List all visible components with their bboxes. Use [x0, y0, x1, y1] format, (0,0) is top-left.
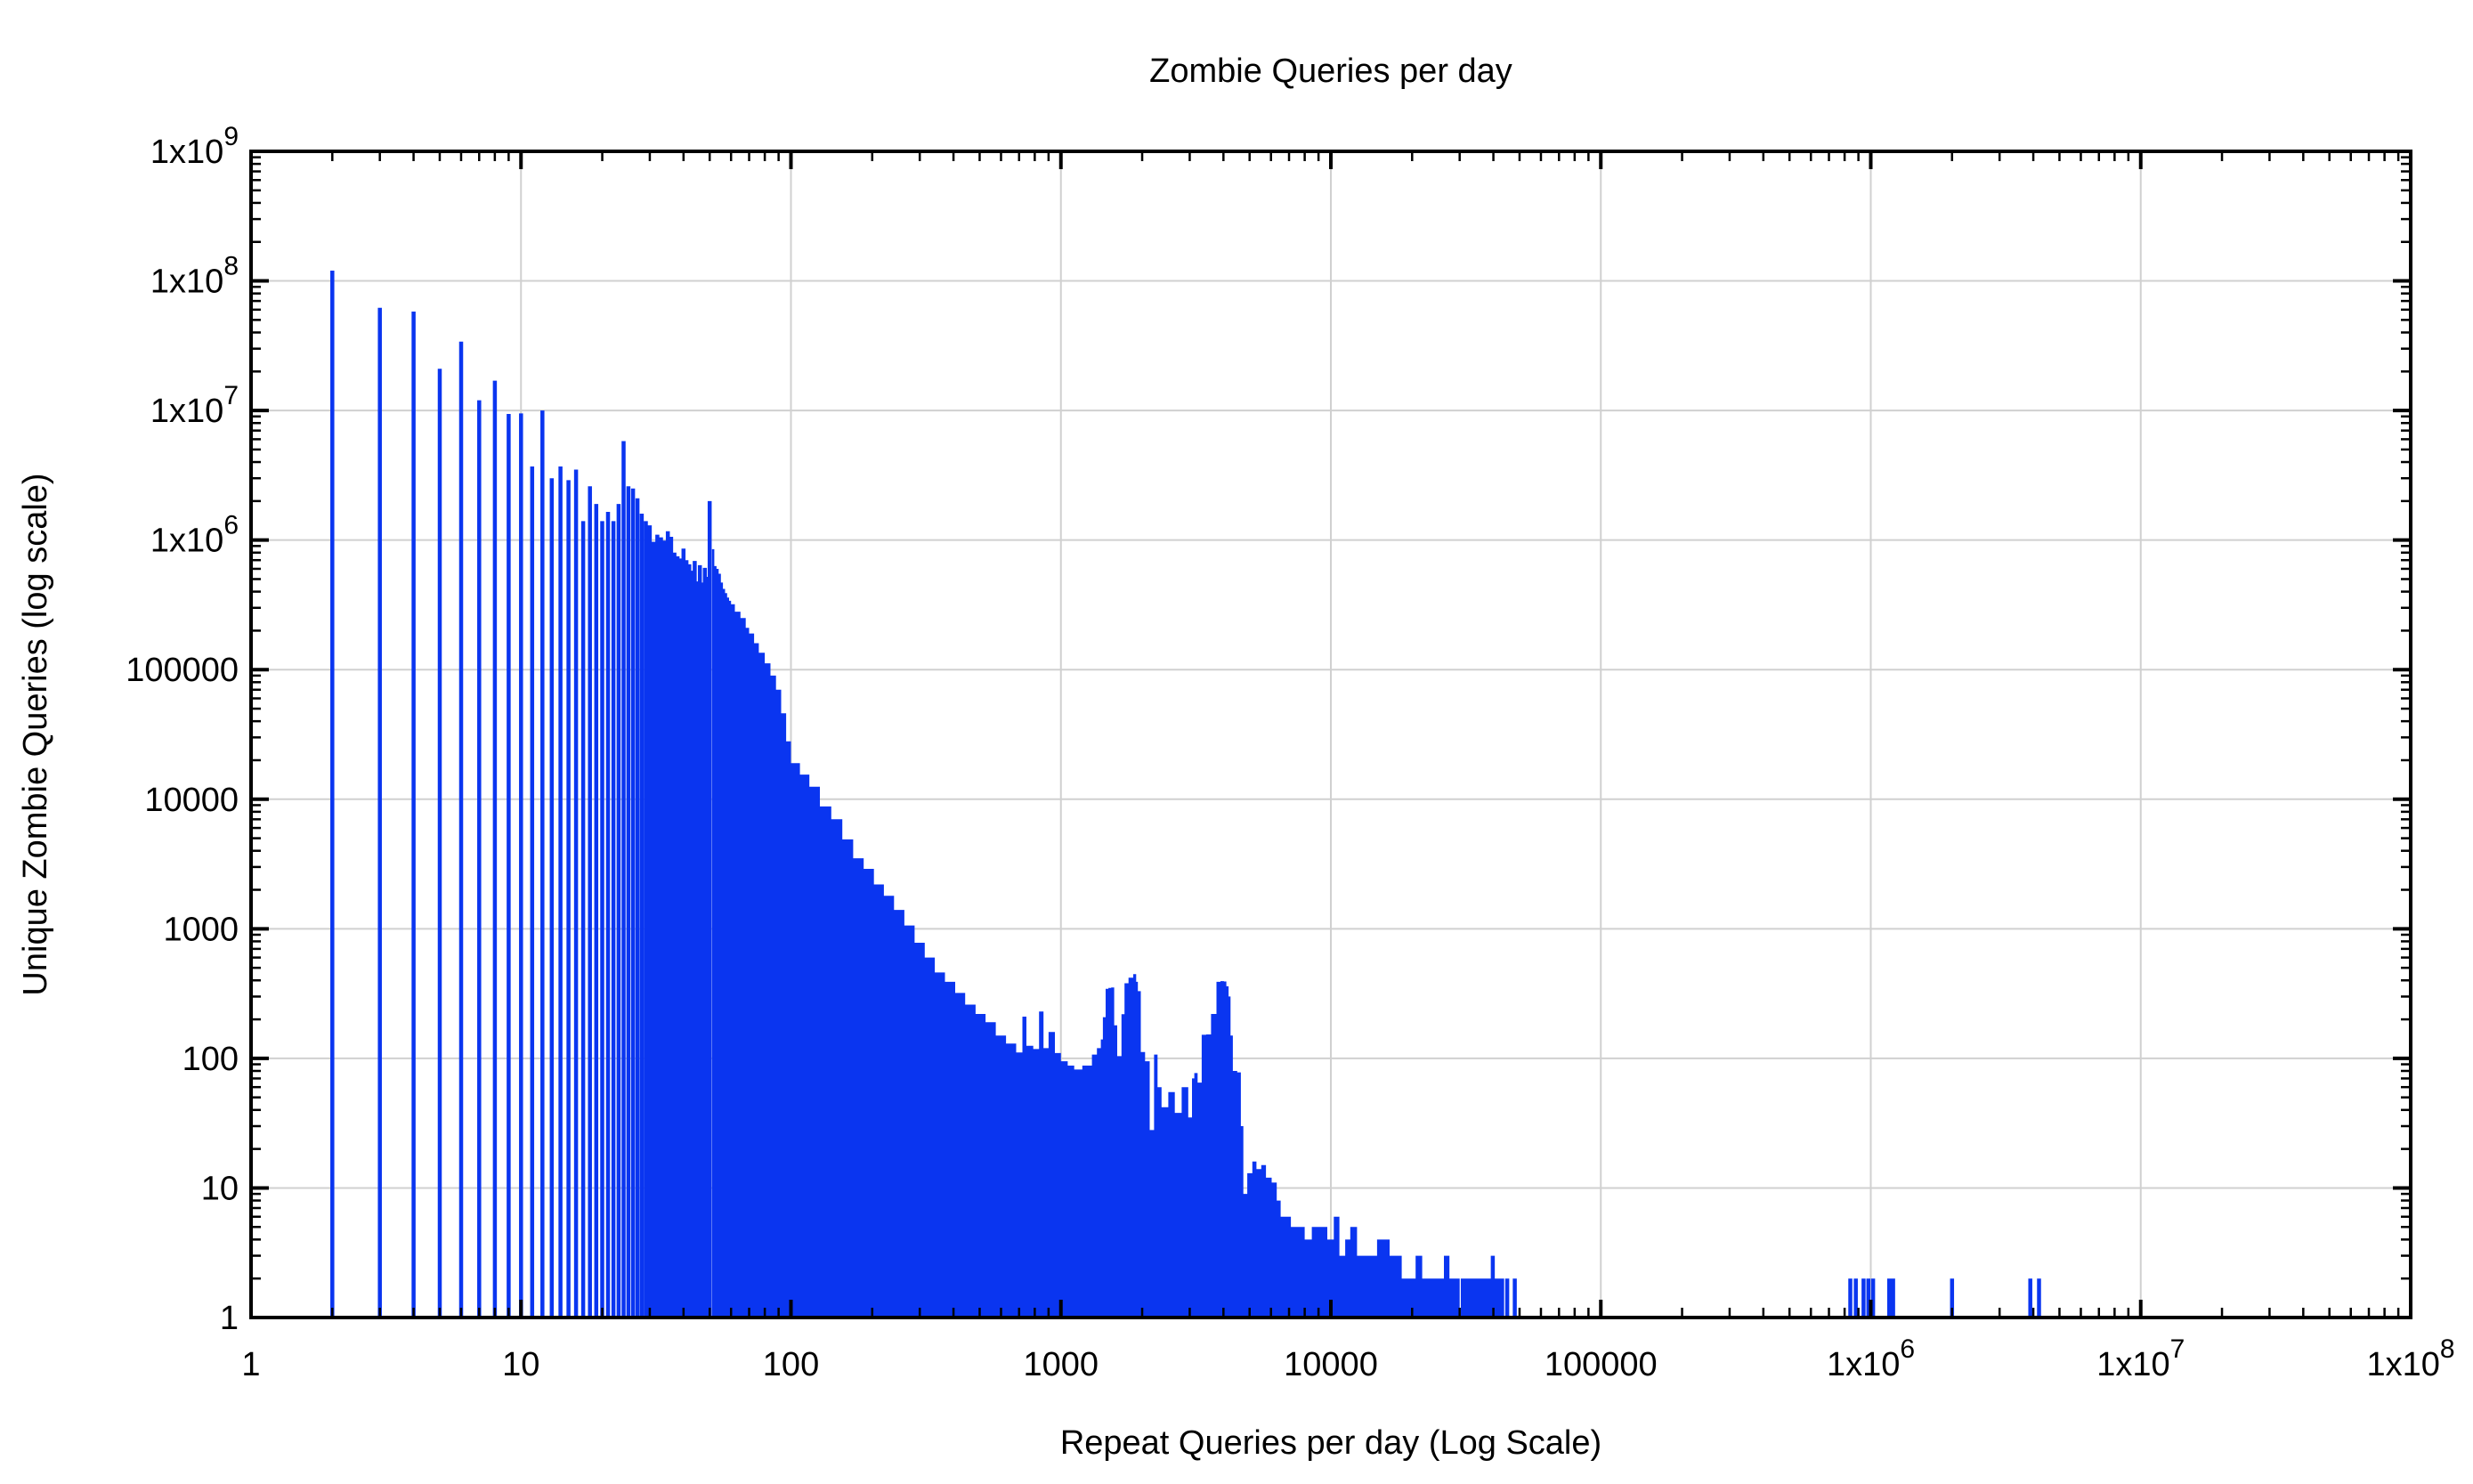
svg-text:1x109: 1x109 [150, 122, 239, 171]
svg-text:10: 10 [201, 1170, 239, 1207]
svg-text:1x108: 1x108 [2366, 1334, 2454, 1383]
svg-text:1x107: 1x107 [2096, 1334, 2185, 1383]
svg-text:10000: 10000 [1284, 1346, 1378, 1383]
series-dense-region [711, 548, 1460, 1318]
svg-text:100: 100 [182, 1041, 239, 1078]
svg-text:100000: 100000 [1545, 1346, 1658, 1383]
chart-title: Zombie Queries per day [1149, 53, 1512, 90]
y-axis-label: Unique Zombie Queries (log scale) [17, 473, 54, 995]
y-axis-tick-labels: 1 10 100 1000 10000 100000 1x106 1x107 1x108 1x10… [126, 122, 239, 1337]
svg-text:1x106: 1x106 [1827, 1334, 1915, 1383]
svg-text:100000: 100000 [126, 652, 239, 689]
plot-frame-and-ticks [249, 150, 2412, 1319]
series-impulse-bars [330, 271, 2041, 1318]
svg-text:10000: 10000 [144, 782, 239, 819]
svg-text:100: 100 [763, 1346, 819, 1383]
x-axis-label: Repeat Queries per day (Log Scale) [1060, 1424, 1601, 1462]
svg-text:1: 1 [220, 1300, 239, 1337]
svg-text:1x107: 1x107 [150, 381, 239, 430]
svg-text:1000: 1000 [163, 911, 239, 948]
svg-text:1x106: 1x106 [150, 511, 239, 560]
svg-text:1000: 1000 [1023, 1346, 1099, 1383]
svg-text:1x108: 1x108 [150, 252, 239, 301]
svg-text:1: 1 [241, 1346, 260, 1383]
svg-text:10: 10 [502, 1346, 539, 1383]
x-axis-tick-labels: 1 10 100 1000 10000 100000 1x106 1x107 1x108 [241, 1334, 2454, 1383]
